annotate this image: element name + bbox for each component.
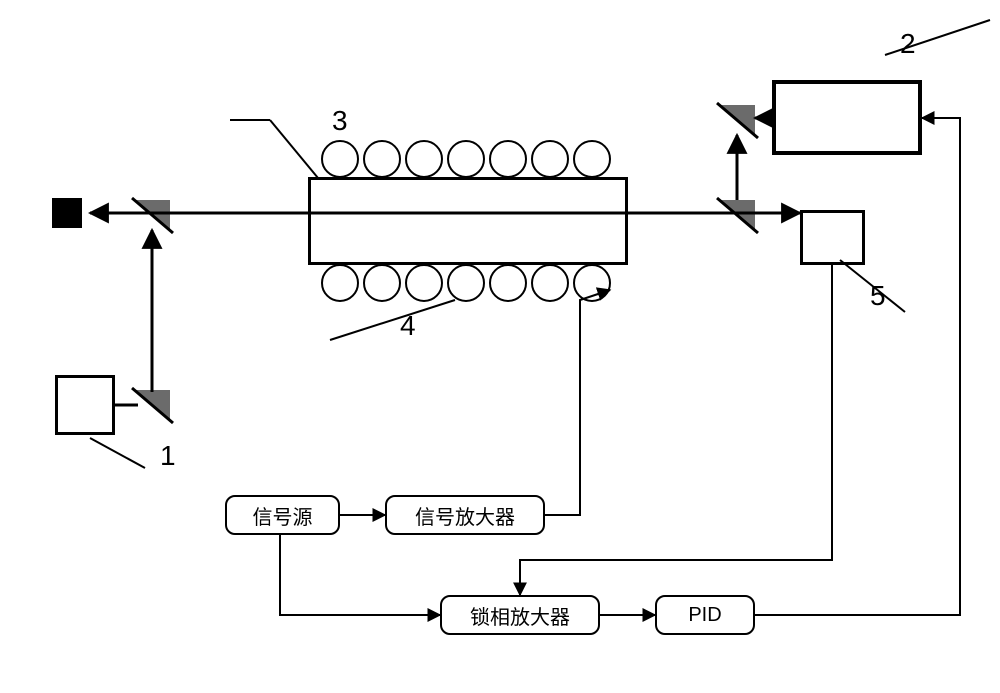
leader-4 (330, 300, 455, 340)
conn-src-lockin (280, 535, 440, 615)
component-3-chamber (308, 177, 628, 265)
label-2: 2 (900, 28, 916, 60)
signal-source-label: 信号源 (253, 501, 313, 530)
leader-3 (270, 120, 318, 178)
signal-amplifier-label: 信号放大器 (415, 501, 515, 530)
bottom-coils (322, 265, 610, 301)
leader-1 (90, 438, 145, 468)
label-5: 5 (870, 280, 886, 312)
conn-amp-coil (545, 290, 610, 515)
pid-label: PID (688, 604, 721, 627)
component-1-box (55, 375, 115, 435)
label-1: 1 (160, 440, 176, 472)
mirror-right (717, 198, 758, 233)
pid-block: PID (655, 595, 755, 635)
top-coils (322, 141, 610, 177)
mirror-left (132, 198, 173, 233)
signal-amplifier-block: 信号放大器 (385, 495, 545, 535)
component-5-box (800, 210, 865, 265)
label-3: 3 (332, 105, 348, 137)
detector-block (52, 198, 82, 228)
conn-pid-2 (755, 118, 960, 615)
signal-source-block: 信号源 (225, 495, 340, 535)
component-2-box (772, 80, 922, 155)
conn-5-lockin (520, 265, 832, 595)
mirror-bottom-left (132, 388, 173, 423)
lockin-amplifier-label: 锁相放大器 (470, 601, 570, 630)
mirror-top-right (717, 103, 758, 138)
lockin-amplifier-block: 锁相放大器 (440, 595, 600, 635)
label-4: 4 (400, 310, 416, 342)
